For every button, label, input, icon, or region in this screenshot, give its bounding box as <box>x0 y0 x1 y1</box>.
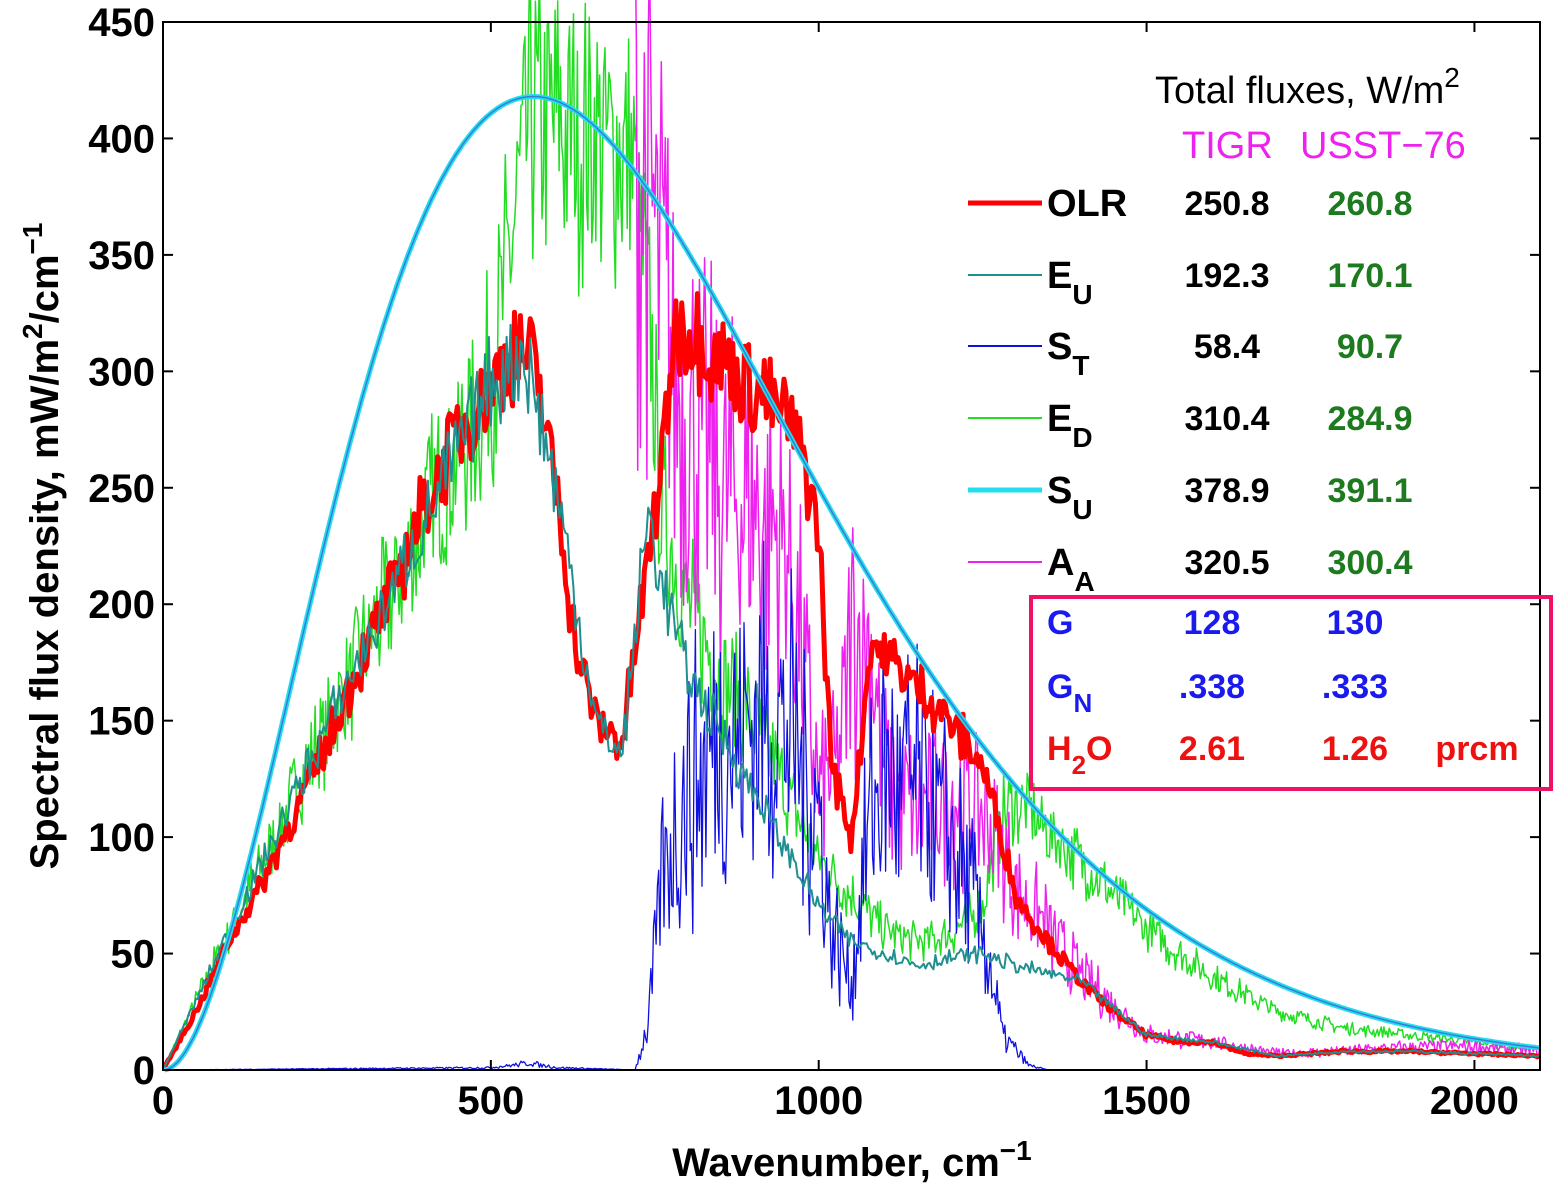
tigr-value: 250.8 <box>1184 185 1269 223</box>
usst-value: 170.1 <box>1327 257 1412 295</box>
x-tick-label: 2000 <box>1430 1079 1519 1123</box>
x-axis-title-sup: −1 <box>1000 1135 1032 1166</box>
boxed-label: H2O <box>1047 730 1112 780</box>
legend-label: OLR <box>1047 183 1127 225</box>
y-tick-label: 400 <box>88 117 155 161</box>
boxed-label: GN <box>1047 668 1092 718</box>
y-tick-label: 150 <box>88 700 155 744</box>
y-tick-label: 350 <box>88 234 155 278</box>
profile-label-usst: USST−76 <box>1300 125 1466 167</box>
boxed-stats: G 128 130 GN .338 .333 H2O 2.61 1.26 prcm <box>1047 604 1519 780</box>
boxed-unit: prcm <box>1435 730 1518 768</box>
x-tick-label: 1500 <box>1102 1079 1191 1123</box>
series-eu-line <box>163 323 1540 1068</box>
x-tick-label: 500 <box>457 1079 524 1123</box>
boxed-tigr-value: 2.61 <box>1179 730 1245 768</box>
y-tick-label: 50 <box>111 933 156 977</box>
usst-value: 284.9 <box>1327 400 1412 438</box>
highlight-box <box>1029 595 1553 791</box>
boxed-usst-value: .333 <box>1322 668 1388 706</box>
y-tick-label: 0 <box>133 1049 155 1093</box>
legend-label: ED <box>1047 398 1093 453</box>
usst-value: 260.8 <box>1327 185 1412 223</box>
legend-label: AA <box>1047 542 1095 597</box>
legend-label: EU <box>1047 255 1093 310</box>
tigr-value: 58.4 <box>1194 328 1260 366</box>
x-axis-title: Wavenumber, cm−1 <box>672 1135 1031 1185</box>
legend-label: SU <box>1047 470 1093 525</box>
x-tick-label: 1000 <box>774 1079 863 1123</box>
usst-value: 90.7 <box>1337 328 1403 366</box>
boxed-tigr-value: .338 <box>1179 668 1245 706</box>
usst-value: 300.4 <box>1327 544 1412 582</box>
boxed-label: G <box>1047 604 1073 642</box>
y-axis-title: Spectral flux density, mW/m2/cm−1 <box>17 223 67 870</box>
usst-value: 391.1 <box>1327 472 1412 510</box>
tigr-value: 192.3 <box>1184 257 1269 295</box>
boxed-tigr-value: 128 <box>1184 604 1241 642</box>
profile-label-tigr: TIGR <box>1182 125 1273 167</box>
legend: OLR 250.8 260.8 EU 192.3 170.1 ST 58.4 90.7 ED 310… <box>968 183 1413 597</box>
y-tick-label: 200 <box>88 583 155 627</box>
plot-frame <box>162 21 1541 1071</box>
boxed-usst-value: 1.26 <box>1322 730 1388 768</box>
legend-label: ST <box>1047 326 1089 381</box>
series-layer <box>162 0 1541 1073</box>
ticks-layer: 0 500 1000 1500 2000 0 50 100 150 200 250 300 350 400… <box>88 1 1540 1123</box>
y-tick-label: 250 <box>88 467 155 511</box>
x-tick-label: 0 <box>152 1079 174 1123</box>
tigr-value: 310.4 <box>1184 400 1269 438</box>
series-su-center-line <box>164 95 1539 1071</box>
tigr-value: 320.5 <box>1184 544 1269 582</box>
y-tick-label: 450 <box>88 1 155 45</box>
boxed-usst-value: 130 <box>1327 604 1384 642</box>
y-tick-label: 300 <box>88 350 155 394</box>
annotation-header: Total fluxes, W/m2 <box>1155 62 1460 112</box>
y-tick-label: 100 <box>88 816 155 860</box>
tigr-value: 378.9 <box>1184 472 1269 510</box>
